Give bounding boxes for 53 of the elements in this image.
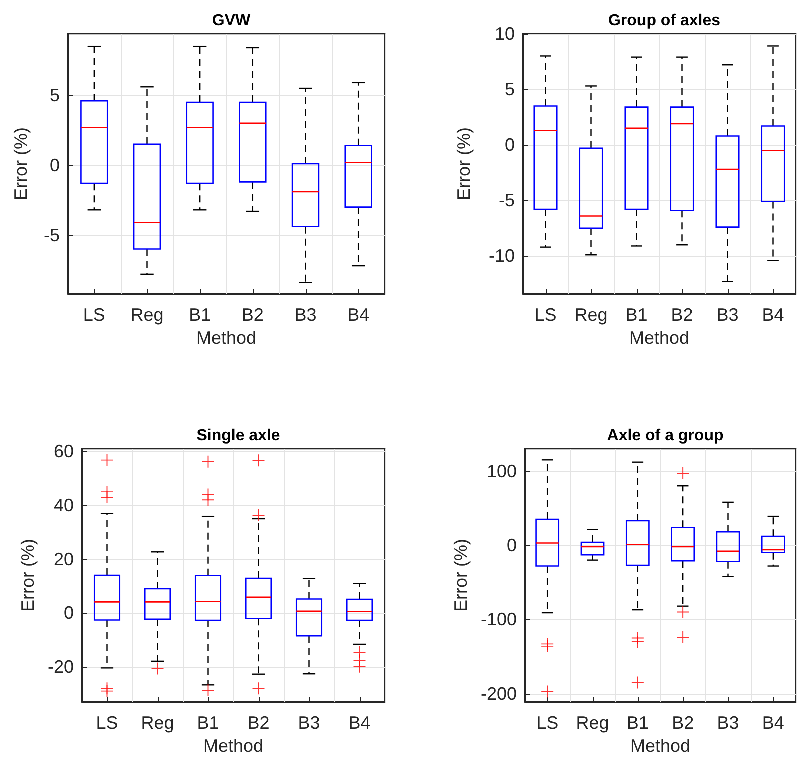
y-tick-label: 5 (50, 86, 60, 106)
y-axis-title: Error (%) (451, 539, 472, 612)
chart-title: Group of axles (608, 12, 721, 30)
y-tick-label: 5 (504, 80, 515, 100)
x-tick-label: B1 (626, 713, 649, 734)
y-tick-label: -200 (480, 684, 517, 704)
x-tick-label: B4 (348, 305, 370, 325)
x-tick-label: B1 (197, 713, 220, 734)
y-tick-label: 20 (54, 549, 74, 570)
chart-title: GVW (212, 12, 252, 30)
x-tick-label: B4 (762, 305, 784, 325)
x-tick-label: Reg (130, 305, 164, 325)
x-tick-label: B2 (671, 305, 694, 325)
y-tick-label: 100 (486, 461, 517, 482)
x-tick-label: B2 (248, 713, 270, 734)
x-tick-label: LS (83, 305, 106, 325)
x-tick-label: LS (96, 713, 118, 734)
y-tick-label: 10 (494, 24, 515, 44)
x-axis-title: Method (196, 328, 257, 348)
x-tick-label: LS (534, 305, 557, 325)
y-tick-label: 40 (54, 496, 74, 516)
x-tick-label: Reg (141, 713, 174, 734)
x-tick-label: B3 (294, 305, 317, 325)
chart-title: Axle of a group (607, 428, 724, 444)
y-axis-title: Error (%) (18, 539, 38, 612)
y-tick-label: -10 (488, 246, 515, 266)
y-tick-label: -20 (48, 657, 74, 678)
y-tick-label: 60 (54, 442, 74, 462)
y-axis-title: Error (%) (454, 128, 474, 200)
x-tick-label: B2 (672, 713, 694, 734)
x-tick-label: Reg (576, 713, 610, 734)
x-axis-title: Method (203, 736, 264, 756)
x-tick-label: B1 (189, 305, 212, 325)
x-tick-label: B2 (242, 305, 264, 325)
y-tick-label: -5 (498, 190, 515, 211)
x-tick-label: B4 (762, 713, 784, 734)
x-tick-label: B3 (298, 713, 320, 734)
y-tick-label: 0 (504, 135, 515, 156)
x-tick-label: Reg (574, 305, 608, 325)
y-tick-label: 0 (506, 535, 517, 556)
y-tick-label: -5 (44, 225, 60, 246)
y-tick-label: 0 (50, 155, 60, 176)
x-axis-title: Method (629, 328, 690, 348)
x-axis-title: Method (630, 736, 691, 756)
x-tick-label: LS (536, 713, 559, 734)
y-axis-title: Error (%) (11, 128, 31, 200)
x-tick-label: B3 (716, 305, 739, 325)
y-tick-label: 0 (64, 603, 74, 624)
y-tick-label: -100 (480, 610, 517, 630)
x-tick-label: B4 (348, 713, 371, 734)
x-tick-label: B1 (626, 305, 648, 325)
chart-title: Single axle (196, 428, 280, 444)
x-tick-label: B3 (717, 713, 740, 734)
